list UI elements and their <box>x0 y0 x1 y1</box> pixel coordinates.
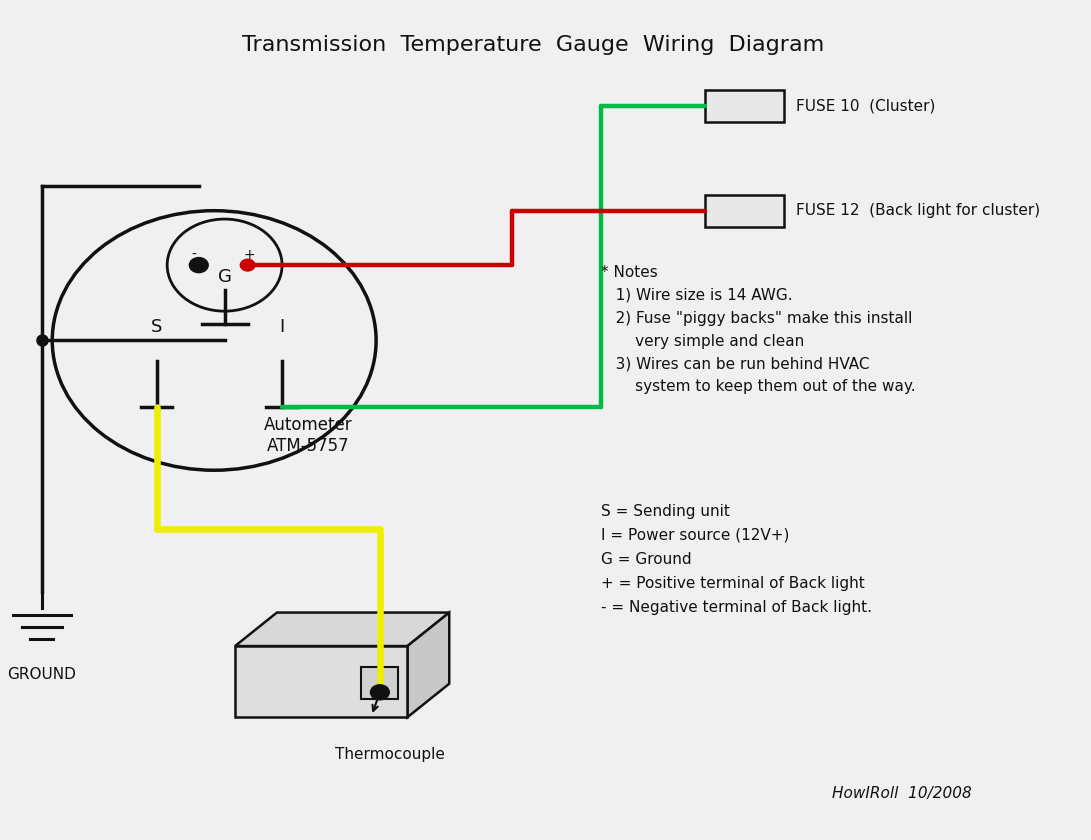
Text: +: + <box>244 248 255 262</box>
Text: Transmission  Temperature  Gauge  Wiring  Diagram: Transmission Temperature Gauge Wiring Di… <box>242 35 824 55</box>
Text: I: I <box>279 318 285 336</box>
Text: G: G <box>218 268 231 286</box>
Circle shape <box>190 258 208 273</box>
Circle shape <box>240 260 255 271</box>
Circle shape <box>371 685 389 700</box>
Polygon shape <box>235 646 407 717</box>
Text: Thermocouple: Thermocouple <box>335 747 445 762</box>
Text: S: S <box>151 318 163 336</box>
Polygon shape <box>235 612 449 646</box>
Text: Autometer
ATM-5757: Autometer ATM-5757 <box>264 416 352 454</box>
Bar <box>361 668 397 700</box>
Text: * Notes
   1) Wire size is 14 AWG.
   2) Fuse "piggy backs" make this install
  : * Notes 1) Wire size is 14 AWG. 2) Fuse … <box>601 265 915 394</box>
Polygon shape <box>407 612 449 717</box>
Text: GROUND: GROUND <box>8 667 76 682</box>
Text: HowIRoll  10/2008: HowIRoll 10/2008 <box>831 786 972 801</box>
Text: S = Sending unit
I = Power source (12V+)
G = Ground
+ = Positive terminal of Bac: S = Sending unit I = Power source (12V+)… <box>601 504 872 615</box>
Bar <box>705 195 783 227</box>
Bar <box>705 90 783 122</box>
Text: FUSE 12  (Back light for cluster): FUSE 12 (Back light for cluster) <box>796 203 1040 218</box>
Text: -: - <box>191 248 196 262</box>
Text: FUSE 10  (Cluster): FUSE 10 (Cluster) <box>796 98 935 113</box>
